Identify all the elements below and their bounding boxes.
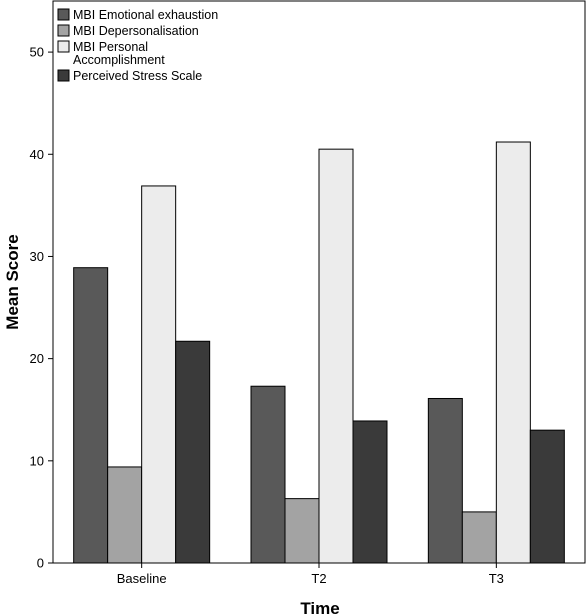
bar [318,148,354,564]
bar [352,420,388,564]
x-tick-label: Baseline [117,571,167,586]
bar [427,397,463,564]
legend-label: MBI Depersonalisation [73,24,199,38]
x-axis-title: Time [300,599,339,616]
y-tick-label: 50 [30,45,44,60]
bar [73,267,109,564]
legend-swatch [57,40,70,53]
legend-swatch [57,69,70,82]
legend-label: MBI Emotional exhaustion [73,8,218,22]
legend-label: MBI Personal Accomplishment [73,40,165,67]
y-tick-label: 10 [30,453,44,468]
legend-swatch [57,8,70,21]
x-tick-label: T2 [311,571,326,586]
y-tick-label: 0 [37,556,44,571]
x-axis-ticks: Baseline T2 T3 [117,563,504,586]
y-tick-label: 30 [30,249,44,264]
bar [461,511,497,564]
legend-swatch [57,24,70,37]
bar [107,466,143,564]
bar [284,498,320,564]
bar [175,340,211,564]
bar [250,385,286,564]
legend: MBI Emotional exhaustion MBI Depersonalis… [57,8,218,83]
y-axis-ticks: 0 10 20 30 40 50 [30,45,53,571]
y-tick-label: 40 [30,147,44,162]
bar [495,141,531,564]
x-tick-label: T3 [489,571,504,586]
y-tick-label: 20 [30,351,44,366]
bar [529,429,565,564]
y-axis-title: Mean Score [3,234,22,329]
bar [141,185,177,564]
bars [73,141,565,564]
legend-label: Perceived Stress Scale [73,69,202,83]
